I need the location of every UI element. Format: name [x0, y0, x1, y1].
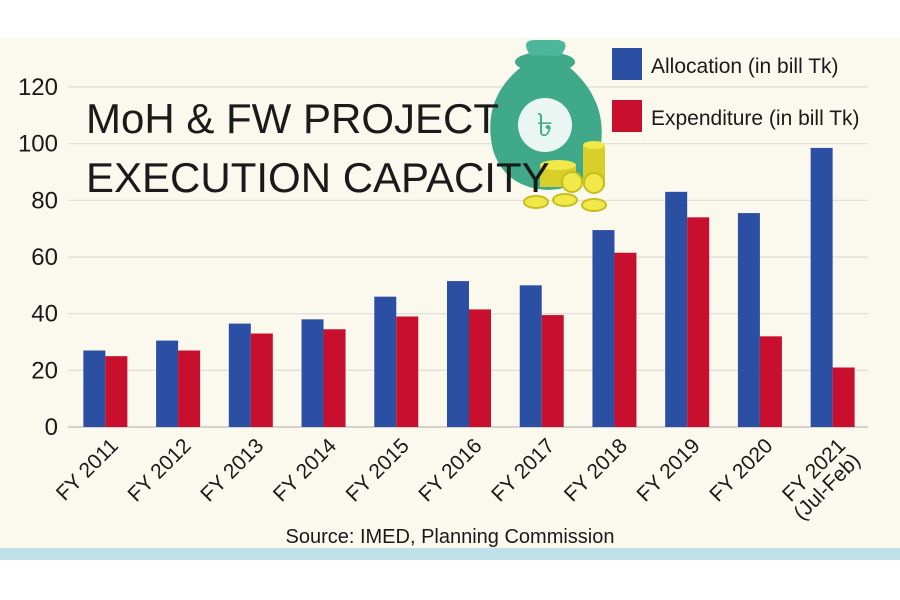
- bar-expenditure: [541, 315, 564, 427]
- bar-allocation: [737, 213, 760, 427]
- bar-expenditure: [469, 309, 491, 427]
- bar-allocation: [810, 147, 833, 427]
- bars: [83, 147, 855, 427]
- taka-symbol-icon: ৳: [537, 106, 553, 144]
- y-tick-label: 100: [18, 131, 58, 158]
- x-tick-label: FY 2020: [705, 434, 777, 506]
- money-bag-icon: ৳: [490, 40, 607, 212]
- bottom-strip: [0, 548, 900, 560]
- x-tick-label-line: FY 2018: [560, 434, 632, 506]
- x-tick-label-line: FY 2014: [269, 434, 341, 506]
- x-tick-label: FY 2015: [342, 434, 414, 506]
- x-tick-label: FY 2014: [269, 434, 341, 506]
- y-tick-label: 20: [31, 357, 58, 384]
- x-tick-label: FY 2011: [52, 434, 123, 505]
- bar-expenditure: [687, 217, 710, 427]
- bar-allocation: [83, 350, 106, 427]
- x-tick-label: FY 2012: [123, 434, 195, 506]
- bar-expenditure: [178, 350, 201, 427]
- x-tick-label-line: FY 2011: [52, 434, 123, 505]
- legend-label-expenditure: Expenditure (in bill Tk): [651, 107, 860, 130]
- y-tick-label: 80: [31, 187, 58, 214]
- x-tick-label-line: FY 2020: [705, 434, 777, 506]
- legend-label-allocation: Allocation (in bill Tk): [651, 55, 839, 78]
- x-tick-label: FY 2016: [414, 434, 486, 506]
- y-tick-label: 60: [31, 244, 58, 271]
- legend: Allocation (in bill Tk) Expenditure (in …: [612, 48, 860, 132]
- x-tick-label-line: FY 2013: [196, 434, 268, 506]
- x-tick-label: FY 2013: [196, 434, 268, 506]
- x-axis-labels: FY 2011 FY 2012 FY 2013 FY 2014 FY 2015 FY 20…: [52, 434, 865, 525]
- source-note: Source: IMED, Planning Commission: [285, 526, 614, 548]
- bar-allocation: [592, 230, 615, 427]
- y-tick-label: 40: [31, 301, 58, 328]
- x-tick-label-line: FY 2019: [633, 434, 705, 506]
- bar-expenditure: [396, 316, 419, 427]
- y-axis-ticks: 0 20 40 60 80 100 120: [18, 74, 58, 441]
- chart-title-line-1: MoH & FW PROJECT: [86, 95, 499, 142]
- bar-allocation: [665, 191, 688, 427]
- x-tick-label: FY 2018: [560, 434, 632, 506]
- bar-expenditure: [614, 252, 637, 427]
- bar-expenditure: [832, 367, 855, 427]
- legend-swatch-expenditure: [612, 100, 642, 132]
- y-tick-label: 0: [45, 414, 58, 441]
- x-tick-label-line: FY 2017: [487, 434, 559, 506]
- x-tick-label-line: FY 2012: [123, 434, 195, 506]
- x-tick-label-line: FY 2016: [414, 434, 486, 506]
- legend-swatch-allocation: [612, 48, 642, 80]
- bar-allocation: [374, 296, 397, 427]
- x-tick-label: FY 2021(Jul-Feb): [775, 434, 866, 525]
- x-tick-label: FY 2019: [633, 434, 705, 506]
- bar-expenditure: [759, 336, 782, 427]
- bar-allocation: [156, 340, 179, 427]
- bar-allocation: [447, 281, 469, 427]
- x-tick-label-line: FY 2015: [342, 434, 414, 506]
- bar-expenditure: [105, 356, 128, 427]
- bar-allocation: [228, 323, 251, 427]
- x-tick-label: FY 2017: [487, 434, 559, 506]
- bar-expenditure: [323, 329, 346, 427]
- bar-allocation: [301, 319, 324, 427]
- chart-title-line-2: EXECUTION CAPACITY: [86, 154, 550, 201]
- bar-allocation: [519, 285, 542, 427]
- bar-expenditure: [250, 333, 273, 427]
- y-tick-label: 120: [18, 74, 58, 101]
